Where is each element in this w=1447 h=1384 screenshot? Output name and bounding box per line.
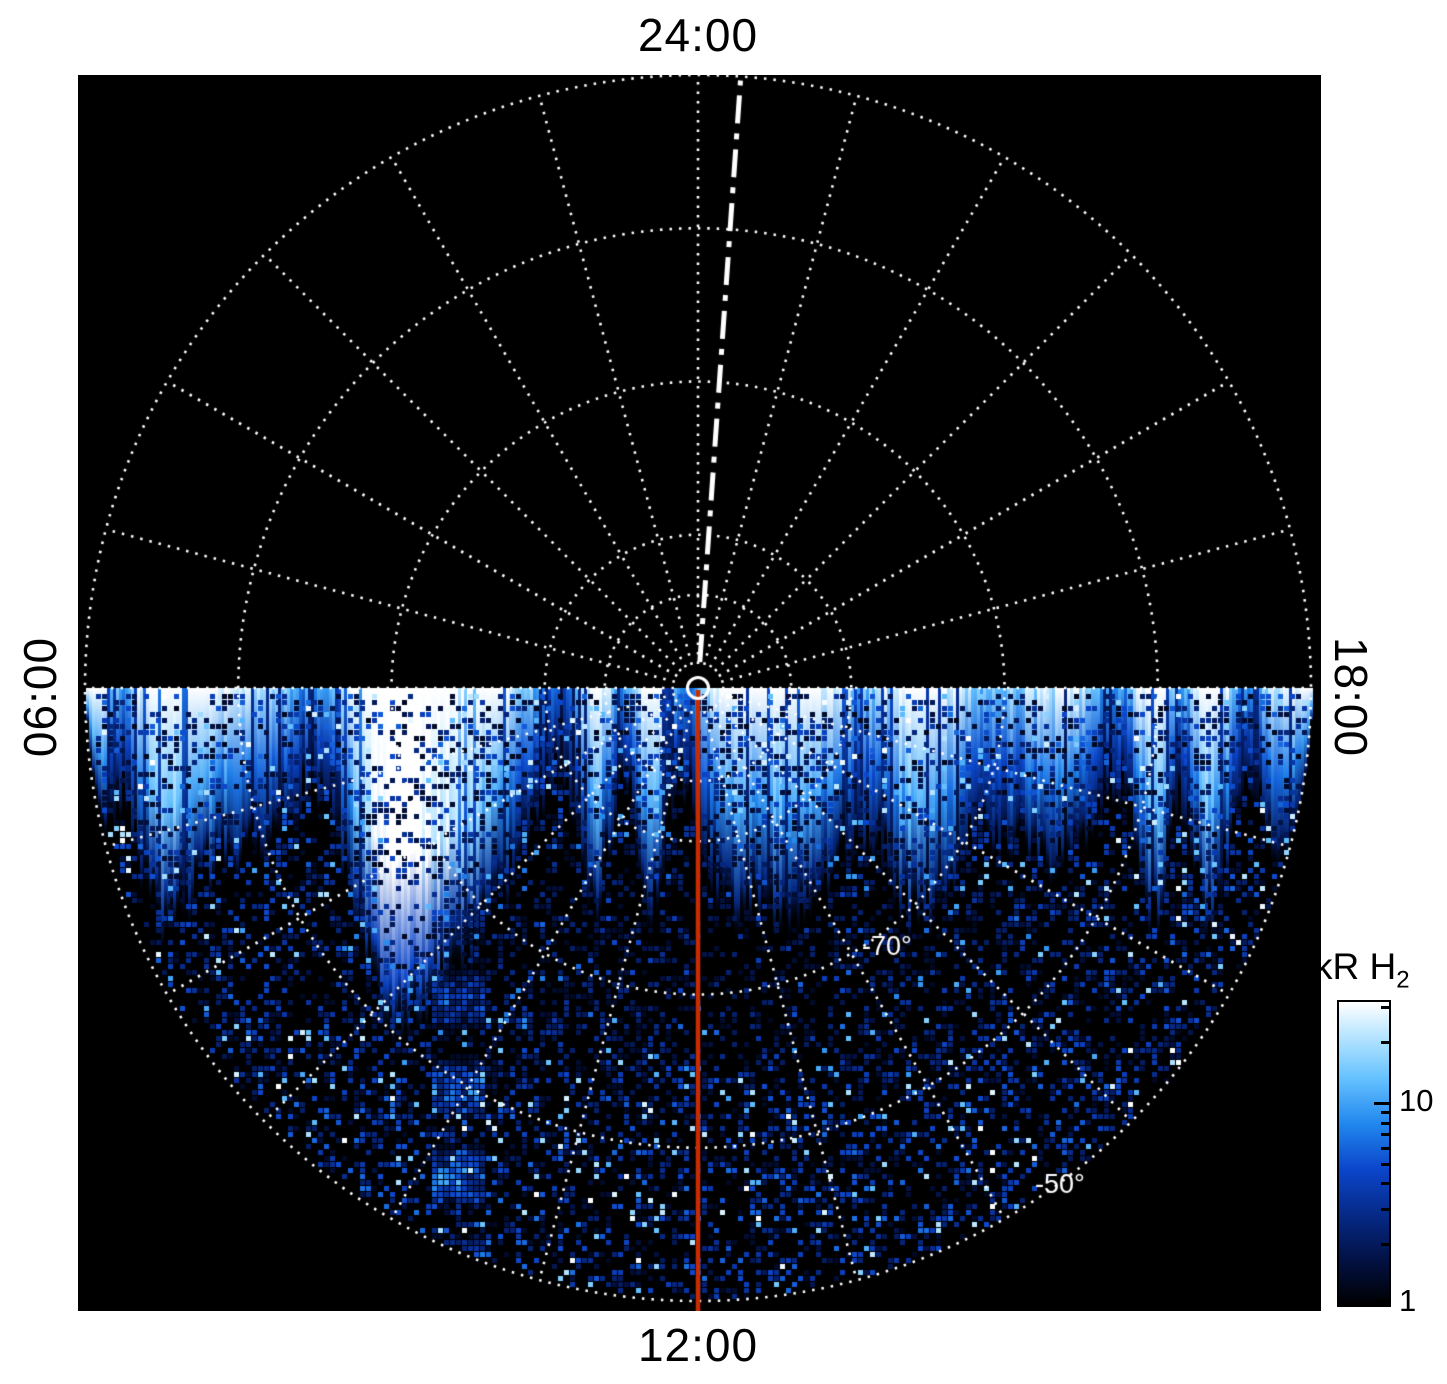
colorbar-tick-label-1: 1 [1399,1283,1417,1318]
polar-plot-canvas [78,75,1321,1311]
hour-label-24: 24:00 [637,9,759,61]
hour-label-18: 18:00 [1325,636,1377,758]
colorbar-tick-mark [1381,1005,1389,1009]
colorbar-tick-mark [1381,1162,1389,1166]
colorbar-tick-mark [1381,1243,1389,1247]
colorbar-tick-mark [1381,1207,1389,1211]
colorbar-tick-mark [1374,1101,1389,1105]
colorbar-tick-mark [1381,1121,1389,1125]
colorbar [1337,1000,1391,1307]
colorbar-tick-mark [1381,1182,1389,1186]
colorbar-gradient [1339,1002,1389,1305]
colorbar-title-sub: 2 [1396,966,1410,994]
colorbar-tick-mark [1374,1299,1389,1303]
hour-label-12: 12:00 [637,1319,759,1371]
colorbar-title-main: kR H [1314,946,1397,987]
colorbar-tick-mark [1381,1111,1389,1115]
colorbar-tick-label-10: 10 [1399,1083,1434,1118]
colorbar-tick-mark [1381,1133,1389,1137]
hour-label-06: 06:00 [14,636,66,758]
colorbar-tick-mark [1381,1041,1389,1045]
colorbar-tick-mark [1381,1146,1389,1150]
colorbar-title: kR H2 [1314,946,1410,994]
plot-area [78,75,1321,1311]
